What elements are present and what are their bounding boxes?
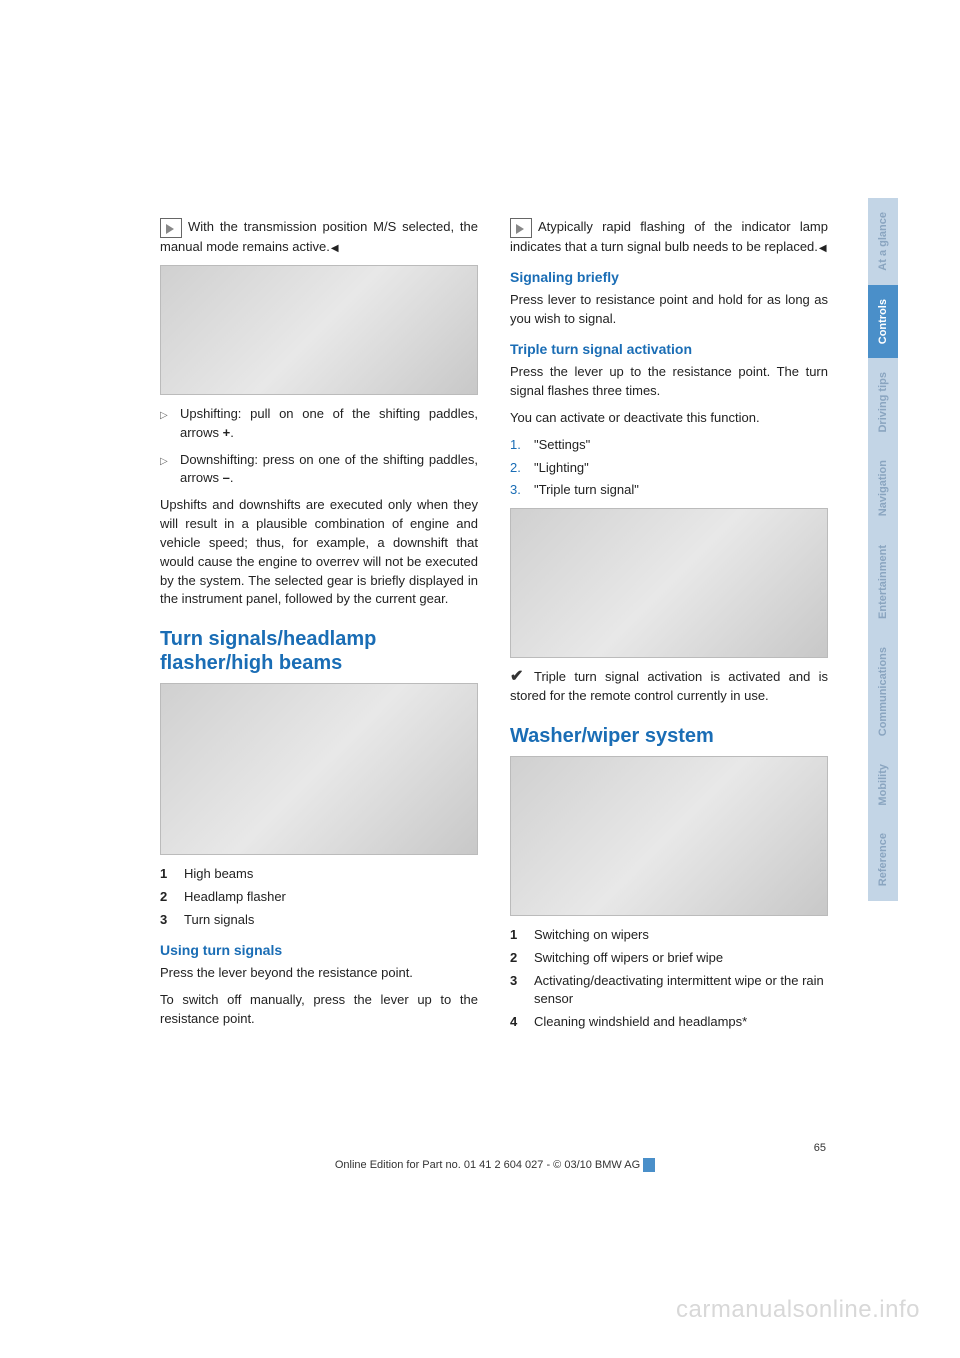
legend-item: 2Switching off wipers or brief wipe (510, 949, 828, 968)
confirmation-triple-turn: Triple turn signal activation is activat… (510, 668, 828, 706)
bullet-item: Downshifting: press on one of the shifti… (160, 451, 478, 489)
subheading-triple-turn-signal: Triple turn signal activation (510, 339, 828, 359)
legend-item: 3Activating/deactivating intermittent wi… (510, 972, 828, 1010)
bullet-marker-icon (160, 451, 180, 489)
content-area: With the transmission position M/S selec… (160, 218, 830, 1040)
bullet-text: Downshifting: press on one of the shifti… (180, 451, 478, 489)
tab-mobility[interactable]: Mobility (868, 750, 898, 820)
paragraph: To switch off manually, press the lever … (160, 991, 478, 1029)
footer-line: Online Edition for Part no. 01 41 2 604 … (160, 1158, 830, 1172)
subheading-signaling-briefly: Signaling briefly (510, 267, 828, 287)
legend-item: 1Switching on wipers (510, 926, 828, 945)
figure-turn-signal-lever (160, 683, 478, 855)
tab-driving-tips[interactable]: Driving tips (868, 358, 898, 447)
paragraph: You can activate or deactivate this func… (510, 409, 828, 428)
note-text-b: needs to be replaced. (693, 239, 827, 254)
tab-navigation[interactable]: Navigation (868, 446, 898, 530)
footer-text: Online Edition for Part no. 01 41 2 604 … (335, 1159, 640, 1171)
section-heading-washer-wiper: Washer/wiper system (510, 724, 828, 748)
step-item: 2."Lighting" (510, 459, 828, 478)
tab-at-a-glance[interactable]: At a glance (868, 198, 898, 285)
legend-item: 3Turn signals (160, 911, 478, 930)
section-tabs: At a glanceControlsDriving tipsNavigatio… (868, 198, 898, 901)
legend-turn-signals: 1High beams 2Headlamp flasher 3Turn sign… (160, 865, 478, 930)
step-item: 3."Triple turn signal" (510, 481, 828, 500)
bullet-marker-icon (160, 405, 180, 443)
watermark: carmanualsonline.info (676, 1296, 920, 1324)
tab-entertainment[interactable]: Entertainment (868, 531, 898, 633)
figure-shift-paddles (160, 265, 478, 395)
bullet-item: Upshifting: pull on one of the shifting … (160, 405, 478, 443)
note-indicator-bulb: Atypically rapid flashing of the indicat… (510, 218, 828, 257)
left-column: With the transmission position M/S selec… (160, 218, 478, 1040)
check-icon (510, 668, 530, 682)
page: With the transmission position M/S selec… (0, 0, 960, 1358)
footer-bar-icon (643, 1158, 655, 1172)
legend-item: 4Cleaning windshield and headlamps* (510, 1013, 828, 1032)
tab-controls[interactable]: Controls (868, 285, 898, 358)
note-icon (510, 218, 532, 238)
legend-item: 1High beams (160, 865, 478, 884)
subheading-using-turn-signals: Using turn signals (160, 940, 478, 960)
legend-item: 2Headlamp flasher (160, 888, 478, 907)
note-text-b: active. (292, 239, 338, 254)
paragraph-upshifts: Upshifts and downshifts are executed onl… (160, 496, 478, 609)
step-item: 1."Settings" (510, 436, 828, 455)
note-icon (160, 218, 182, 238)
figure-idrive-lighting-menu (510, 508, 828, 658)
section-heading-turn-signals: Turn signals/headlamp flasher/high beams (160, 627, 478, 675)
bullet-text: Upshifting: pull on one of the shifting … (180, 405, 478, 443)
paragraph: Press the lever up to the resistance poi… (510, 363, 828, 401)
steps-list: 1."Settings" 2."Lighting" 3."Triple turn… (510, 436, 828, 501)
note-transmission: With the transmission position M/S selec… (160, 218, 478, 257)
tab-communications[interactable]: Communications (868, 633, 898, 750)
page-number: 65 (814, 1142, 826, 1154)
right-column: Atypically rapid flashing of the indicat… (510, 218, 828, 1040)
legend-washer-wiper: 1Switching on wipers 2Switching off wipe… (510, 926, 828, 1032)
bullet-list: Upshifting: pull on one of the shifting … (160, 405, 478, 488)
paragraph: Press the lever beyond the resistance po… (160, 964, 478, 983)
tab-reference[interactable]: Reference (868, 819, 898, 900)
figure-wiper-lever (510, 756, 828, 916)
paragraph: Press lever to resistance point and hold… (510, 291, 828, 329)
